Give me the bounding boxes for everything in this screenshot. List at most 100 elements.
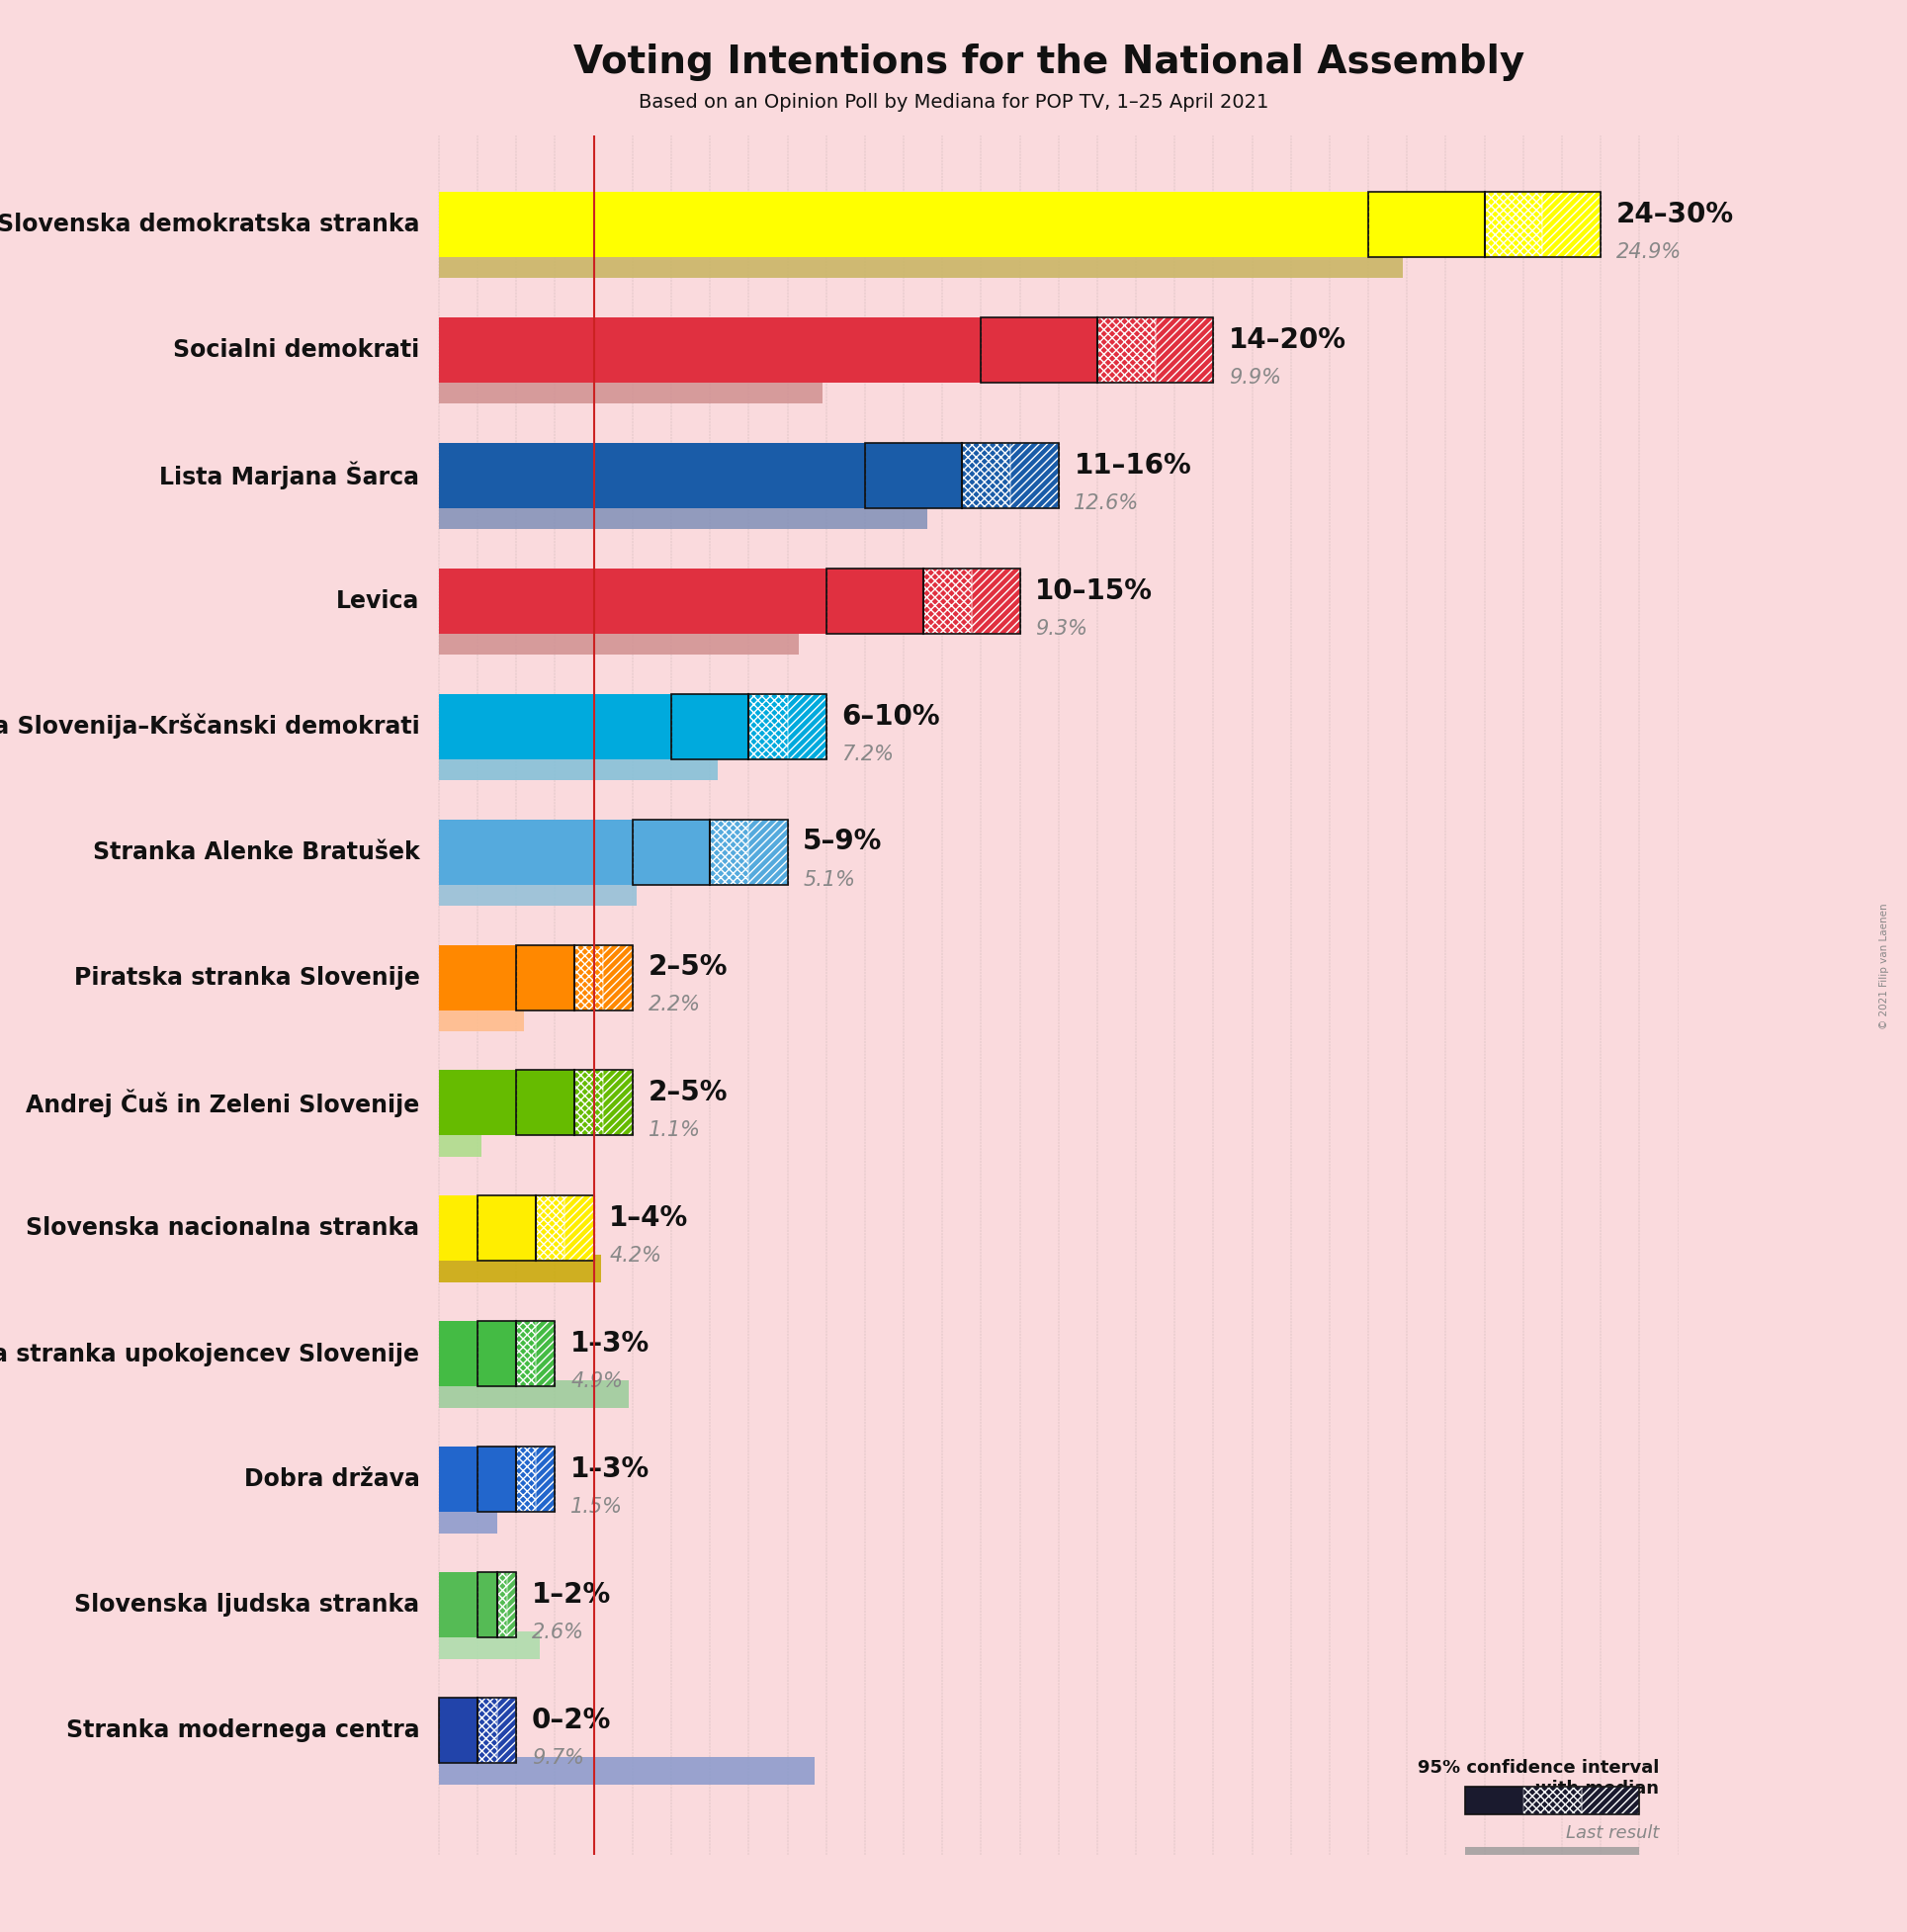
Bar xyxy=(517,1070,633,1136)
Bar xyxy=(517,1321,536,1387)
Bar xyxy=(439,694,749,759)
Text: 1–2%: 1–2% xyxy=(532,1580,610,1609)
Bar xyxy=(517,1447,536,1513)
Bar xyxy=(439,1698,477,1764)
Text: Slovenska nacionalna stranka: Slovenska nacionalna stranka xyxy=(27,1217,420,1240)
Bar xyxy=(564,1196,593,1262)
Bar xyxy=(788,694,826,759)
Bar xyxy=(439,753,717,781)
Bar xyxy=(574,1070,603,1136)
Bar xyxy=(439,1573,498,1638)
Bar xyxy=(1524,1787,1581,1814)
Bar xyxy=(633,819,788,885)
Bar xyxy=(439,317,1097,383)
Text: 1.1%: 1.1% xyxy=(648,1121,700,1140)
Text: Andrej Čuš in Zeleni Slovenije: Andrej Čuš in Zeleni Slovenije xyxy=(27,1090,420,1117)
Bar xyxy=(498,1698,517,1764)
Text: Stranka modernega centra: Stranka modernega centra xyxy=(67,1719,420,1743)
Bar xyxy=(439,502,927,529)
Text: 9.9%: 9.9% xyxy=(1228,367,1282,386)
Bar xyxy=(603,945,633,1010)
Bar xyxy=(439,1005,524,1032)
Text: 2–5%: 2–5% xyxy=(648,1080,728,1107)
Bar xyxy=(536,1321,555,1387)
Bar xyxy=(574,1070,603,1136)
Bar xyxy=(536,1321,555,1387)
Text: © 2021 Filip van Laenen: © 2021 Filip van Laenen xyxy=(1878,902,1890,1030)
Bar xyxy=(536,1447,555,1513)
Bar xyxy=(826,568,1020,634)
Bar xyxy=(439,568,923,634)
Text: Levica: Levica xyxy=(336,589,420,612)
Bar xyxy=(923,568,971,634)
Text: Slovenska ljudska stranka: Slovenska ljudska stranka xyxy=(74,1594,420,1617)
Text: 1.5%: 1.5% xyxy=(570,1497,624,1517)
Text: 12.6%: 12.6% xyxy=(1074,493,1140,512)
Bar xyxy=(439,1631,540,1660)
Bar xyxy=(971,568,1020,634)
Bar xyxy=(439,1447,517,1513)
Bar xyxy=(961,442,1011,508)
Bar xyxy=(439,1698,517,1764)
Text: 6–10%: 6–10% xyxy=(841,703,940,730)
Text: Demokratična stranka upokojencev Slovenije: Demokratična stranka upokojencev Sloveni… xyxy=(0,1341,420,1366)
Bar xyxy=(439,819,709,885)
Bar xyxy=(477,1196,593,1262)
Bar xyxy=(439,694,749,759)
Bar xyxy=(603,945,633,1010)
Bar xyxy=(603,1070,633,1136)
Bar xyxy=(1543,191,1600,257)
Bar xyxy=(1581,1787,1640,1814)
Text: Socialni demokrati: Socialni demokrati xyxy=(174,338,420,361)
Bar xyxy=(574,945,603,1010)
Bar xyxy=(536,1447,555,1513)
Bar xyxy=(1156,317,1213,383)
Bar xyxy=(439,819,709,885)
Bar xyxy=(1581,1787,1640,1814)
Text: 95% confidence interval
with median: 95% confidence interval with median xyxy=(1417,1758,1659,1797)
Bar xyxy=(517,1321,536,1387)
Bar xyxy=(1465,1847,1640,1864)
Text: 2–5%: 2–5% xyxy=(648,954,728,981)
Bar xyxy=(1369,191,1600,257)
Text: 1–3%: 1–3% xyxy=(570,1329,650,1358)
Text: Piratska stranka Slovenije: Piratska stranka Slovenije xyxy=(74,966,420,989)
Text: Dobra država: Dobra država xyxy=(244,1468,420,1492)
Bar xyxy=(439,1254,601,1283)
Text: 5–9%: 5–9% xyxy=(803,829,883,856)
Bar xyxy=(439,1321,517,1387)
Bar xyxy=(603,1070,633,1136)
Bar xyxy=(439,1196,536,1262)
Bar xyxy=(439,191,1484,257)
Bar xyxy=(439,1130,481,1157)
Text: 10–15%: 10–15% xyxy=(1036,578,1154,605)
Bar xyxy=(439,191,1484,257)
Bar xyxy=(507,1573,517,1638)
Bar xyxy=(439,377,822,404)
Text: Lista Marjana Šarca: Lista Marjana Šarca xyxy=(160,462,420,489)
Bar xyxy=(439,251,1404,278)
Title: Voting Intentions for the National Assembly: Voting Intentions for the National Assem… xyxy=(574,44,1524,81)
Bar xyxy=(439,628,799,655)
Bar xyxy=(980,317,1213,383)
Bar xyxy=(564,1196,593,1262)
Bar xyxy=(709,819,749,885)
Bar xyxy=(1484,191,1543,257)
Text: 1–4%: 1–4% xyxy=(610,1204,688,1233)
Bar xyxy=(439,879,637,906)
Bar xyxy=(439,945,574,1010)
Bar xyxy=(477,1321,555,1387)
Bar xyxy=(498,1573,507,1638)
Bar xyxy=(1484,191,1543,257)
Bar xyxy=(439,1196,536,1262)
Bar xyxy=(439,442,961,508)
Text: Last result: Last result xyxy=(1566,1824,1659,1843)
Bar xyxy=(1011,442,1058,508)
Bar xyxy=(866,442,1058,508)
Bar xyxy=(477,1698,498,1764)
Text: Based on an Opinion Poll by Mediana for POP TV, 1–25 April 2021: Based on an Opinion Poll by Mediana for … xyxy=(639,93,1268,112)
Bar xyxy=(749,694,788,759)
Bar xyxy=(477,1698,498,1764)
Text: 7.2%: 7.2% xyxy=(841,744,894,763)
Bar xyxy=(439,317,1097,383)
